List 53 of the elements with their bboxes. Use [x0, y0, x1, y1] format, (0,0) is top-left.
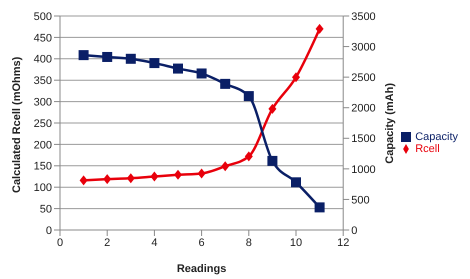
point — [198, 168, 206, 179]
x-tick-label: 8 — [246, 236, 252, 249]
y-tick-label: 500 — [34, 10, 52, 23]
point — [316, 24, 324, 34]
y-tick-label: 350 — [34, 75, 52, 88]
y-tick-label: 200 — [34, 139, 52, 152]
point — [126, 173, 135, 184]
y-tick-label: 0 — [46, 224, 52, 237]
x-tick-label: 6 — [198, 236, 205, 249]
point — [244, 91, 254, 102]
point — [220, 78, 230, 89]
legend-label: Capacity — [415, 131, 458, 143]
point — [314, 202, 325, 212]
point — [268, 104, 276, 114]
point — [174, 170, 182, 180]
point — [292, 72, 300, 82]
y-tick-label: 450 — [34, 32, 52, 44]
point — [149, 58, 160, 68]
y2-tick-label: 2000 — [351, 102, 376, 115]
y-axis-title: Calculated Rcell (mOhms) — [10, 56, 23, 193]
y-tick-label: 50 — [40, 204, 52, 216]
x-tick-label: 0 — [56, 236, 64, 249]
point — [78, 50, 89, 60]
x-tick-label: 10 — [290, 236, 302, 249]
point — [80, 175, 88, 186]
y2-tick-label: 2500 — [351, 72, 376, 84]
point — [221, 161, 230, 172]
point — [102, 52, 112, 62]
x-tick-label: 4 — [151, 236, 158, 249]
y-tick-label: 100 — [34, 182, 52, 194]
y2-tick-label: 1000 — [351, 164, 376, 176]
point — [126, 54, 136, 64]
y2-tick-label: 500 — [351, 194, 370, 206]
y2-tick-label: 3500 — [351, 10, 376, 23]
point — [173, 64, 183, 74]
y-tick-label: 250 — [34, 118, 52, 130]
point — [267, 156, 278, 166]
point — [291, 177, 302, 188]
point — [196, 68, 207, 78]
legend-label: Rcell — [415, 143, 440, 155]
point — [244, 151, 253, 162]
point — [103, 174, 112, 184]
y2-axis-title: Capacity (mAh) — [384, 82, 396, 164]
x-tick-label: 12 — [337, 236, 350, 249]
y2-tick-label: 3000 — [351, 41, 376, 54]
x-tick-label: 2 — [104, 236, 110, 249]
y-tick-label: 400 — [34, 54, 52, 66]
y-tick-label: 150 — [34, 160, 52, 173]
x-axis-title: Readings — [176, 263, 226, 275]
y2-tick-label: 1500 — [351, 133, 376, 146]
y2-tick-label: 0 — [351, 224, 358, 237]
y-tick-label: 300 — [34, 96, 52, 109]
point — [150, 172, 158, 182]
